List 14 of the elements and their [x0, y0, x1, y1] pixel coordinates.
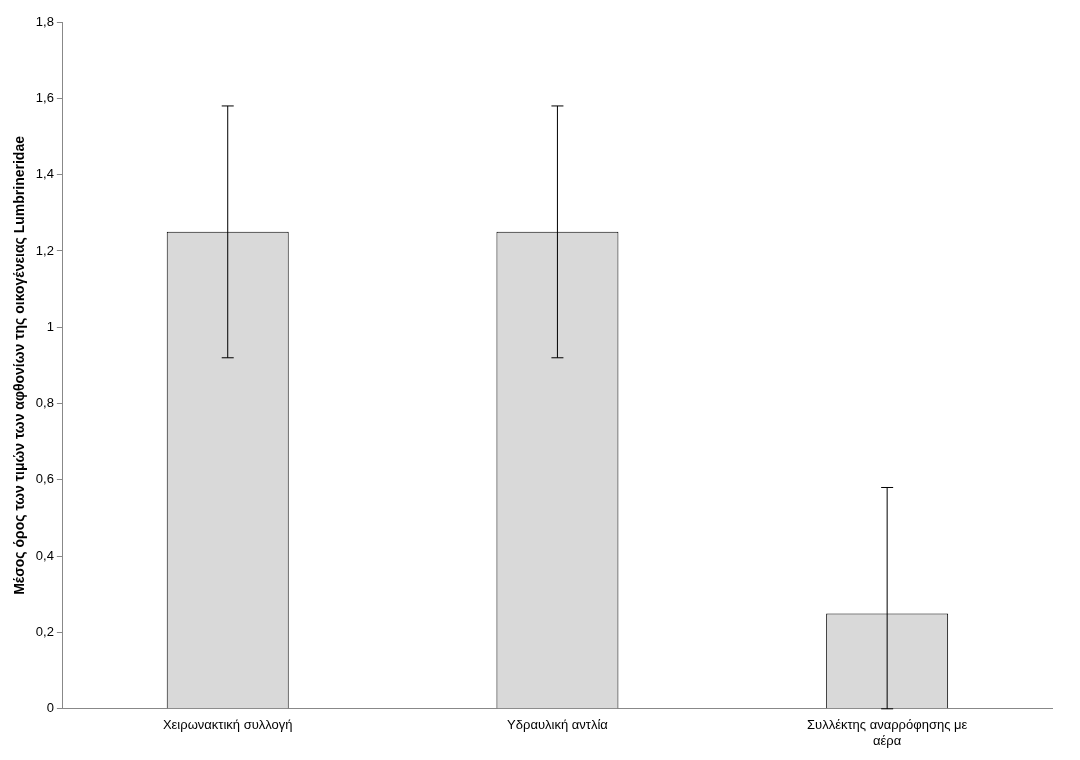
y-tick-label: 0,6	[35, 471, 54, 487]
x-tick-label: Υδραυλική αντλία	[507, 717, 609, 733]
y-tick-label: 1,4	[35, 166, 54, 182]
y-tick-label: 1,6	[35, 89, 54, 105]
y-tick-label: 0,8	[35, 395, 54, 411]
x-tick-label: Συλλέκτης αναρρόφησης με αέρα	[806, 717, 968, 748]
y-tick-label: 1,8	[35, 13, 54, 29]
x-tick-label: Χειρωνακτική συλλογή	[162, 717, 293, 733]
y-tick-label: 0	[46, 700, 54, 716]
y-tick-label: 0,4	[35, 547, 54, 563]
y-tick-label: 0,2	[35, 624, 54, 640]
y-tick-label: 1,2	[35, 242, 54, 258]
y-axis-title: Μέσος όρος των τιμών των αφθονίων της οικογένειας Lumbrineridae	[11, 135, 28, 595]
y-tick-label: 1	[46, 318, 54, 334]
